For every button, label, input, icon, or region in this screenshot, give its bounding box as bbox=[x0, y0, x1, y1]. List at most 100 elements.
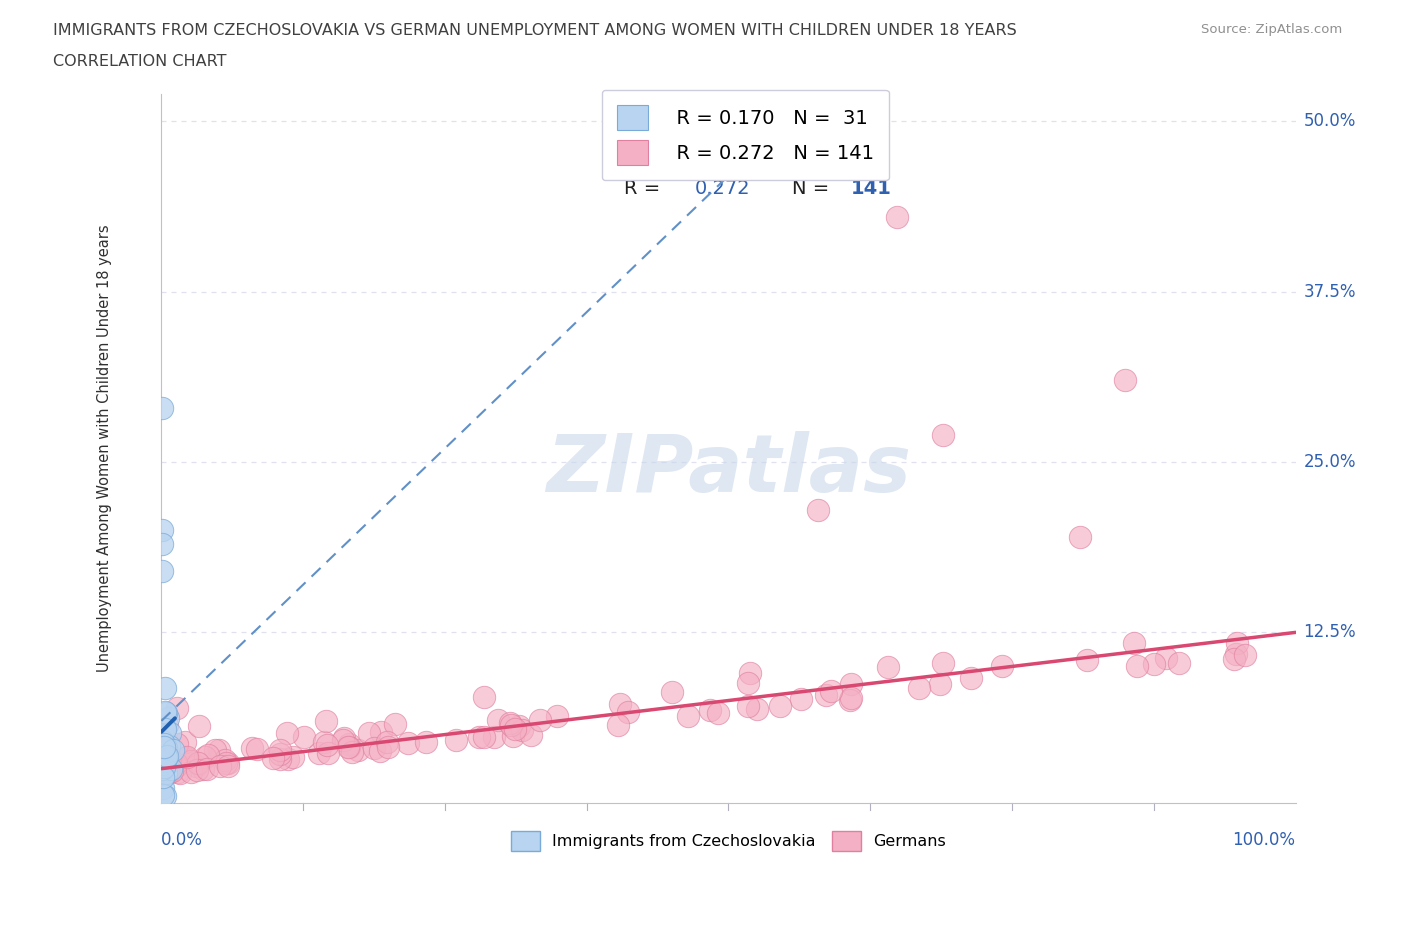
Point bbox=[707, 706, 730, 721]
Point bbox=[807, 502, 830, 517]
Point bbox=[262, 751, 284, 765]
Point bbox=[292, 730, 315, 745]
Point bbox=[208, 758, 231, 773]
Point bbox=[363, 741, 385, 756]
Point bbox=[505, 721, 527, 736]
Point bbox=[157, 738, 180, 753]
Point bbox=[377, 739, 399, 754]
Point bbox=[166, 701, 188, 716]
Point bbox=[415, 735, 437, 750]
Point bbox=[155, 765, 177, 780]
Point bbox=[152, 766, 174, 781]
Point bbox=[153, 789, 176, 804]
Point bbox=[176, 750, 198, 764]
Point bbox=[156, 752, 179, 767]
Text: 50.0%: 50.0% bbox=[1303, 113, 1355, 130]
Point bbox=[1234, 648, 1257, 663]
Point bbox=[155, 760, 177, 775]
Point bbox=[173, 735, 195, 750]
Point bbox=[162, 743, 184, 758]
Point bbox=[152, 764, 174, 778]
Point bbox=[152, 758, 174, 773]
Point bbox=[769, 698, 792, 713]
Point bbox=[155, 717, 177, 732]
Point bbox=[172, 751, 194, 766]
Point bbox=[1122, 636, 1144, 651]
Point bbox=[160, 762, 183, 777]
Point bbox=[188, 719, 211, 734]
Point bbox=[336, 740, 359, 755]
Point bbox=[737, 675, 759, 690]
Point bbox=[152, 756, 174, 771]
Point bbox=[153, 681, 176, 696]
Point bbox=[159, 762, 181, 777]
Point bbox=[217, 759, 239, 774]
Point bbox=[165, 759, 187, 774]
Point bbox=[153, 720, 176, 735]
Text: 31: 31 bbox=[851, 117, 884, 137]
Point bbox=[472, 690, 495, 705]
Text: 25.0%: 25.0% bbox=[1303, 453, 1355, 471]
Point bbox=[1223, 652, 1246, 667]
Point bbox=[820, 684, 842, 698]
Point bbox=[737, 698, 759, 713]
Point bbox=[155, 750, 177, 764]
Legend: Immigrants from Czechoslovakia, Germans: Immigrants from Czechoslovakia, Germans bbox=[503, 823, 955, 858]
Point bbox=[153, 737, 176, 751]
Point bbox=[157, 751, 180, 766]
Point bbox=[368, 744, 391, 759]
Point bbox=[467, 729, 489, 744]
Point bbox=[165, 756, 187, 771]
Point bbox=[152, 761, 174, 776]
Point bbox=[482, 730, 505, 745]
Point bbox=[152, 761, 174, 776]
Point bbox=[472, 730, 495, 745]
Point bbox=[676, 709, 699, 724]
Point bbox=[214, 752, 236, 767]
Text: R =: R = bbox=[624, 117, 661, 137]
Point bbox=[499, 716, 522, 731]
Point bbox=[159, 725, 181, 740]
Point bbox=[347, 743, 370, 758]
Point bbox=[246, 742, 269, 757]
Point bbox=[157, 764, 180, 778]
Point bbox=[1143, 657, 1166, 671]
Point bbox=[546, 709, 568, 724]
Point bbox=[377, 735, 399, 750]
Point bbox=[502, 728, 524, 743]
Point bbox=[384, 717, 406, 732]
Point bbox=[152, 764, 174, 779]
Point bbox=[197, 748, 219, 763]
Point bbox=[276, 725, 298, 740]
Text: Source: ZipAtlas.com: Source: ZipAtlas.com bbox=[1202, 23, 1343, 36]
Point bbox=[156, 765, 179, 780]
Point bbox=[342, 745, 364, 760]
Point bbox=[1167, 656, 1189, 671]
Point bbox=[153, 756, 176, 771]
Point bbox=[184, 759, 207, 774]
Point bbox=[1156, 650, 1178, 665]
Point bbox=[152, 788, 174, 803]
Point bbox=[153, 721, 176, 736]
Point bbox=[152, 766, 174, 781]
Point bbox=[908, 681, 931, 696]
Point bbox=[269, 752, 291, 767]
Point bbox=[194, 750, 217, 764]
Point bbox=[315, 737, 337, 752]
Point bbox=[699, 702, 721, 717]
Point bbox=[152, 761, 174, 776]
Point bbox=[312, 735, 335, 750]
Point bbox=[150, 756, 173, 771]
Point bbox=[152, 769, 174, 784]
Point bbox=[370, 725, 392, 740]
Point bbox=[152, 746, 174, 761]
Point bbox=[152, 754, 174, 769]
Point bbox=[153, 754, 176, 769]
Point bbox=[876, 659, 898, 674]
Point bbox=[991, 658, 1014, 673]
Point bbox=[153, 705, 176, 720]
Text: 141: 141 bbox=[851, 179, 891, 198]
Text: IMMIGRANTS FROM CZECHOSLOVAKIA VS GERMAN UNEMPLOYMENT AMONG WOMEN WITH CHILDREN : IMMIGRANTS FROM CZECHOSLOVAKIA VS GERMAN… bbox=[53, 23, 1017, 38]
Point bbox=[886, 209, 908, 224]
Point bbox=[607, 718, 630, 733]
